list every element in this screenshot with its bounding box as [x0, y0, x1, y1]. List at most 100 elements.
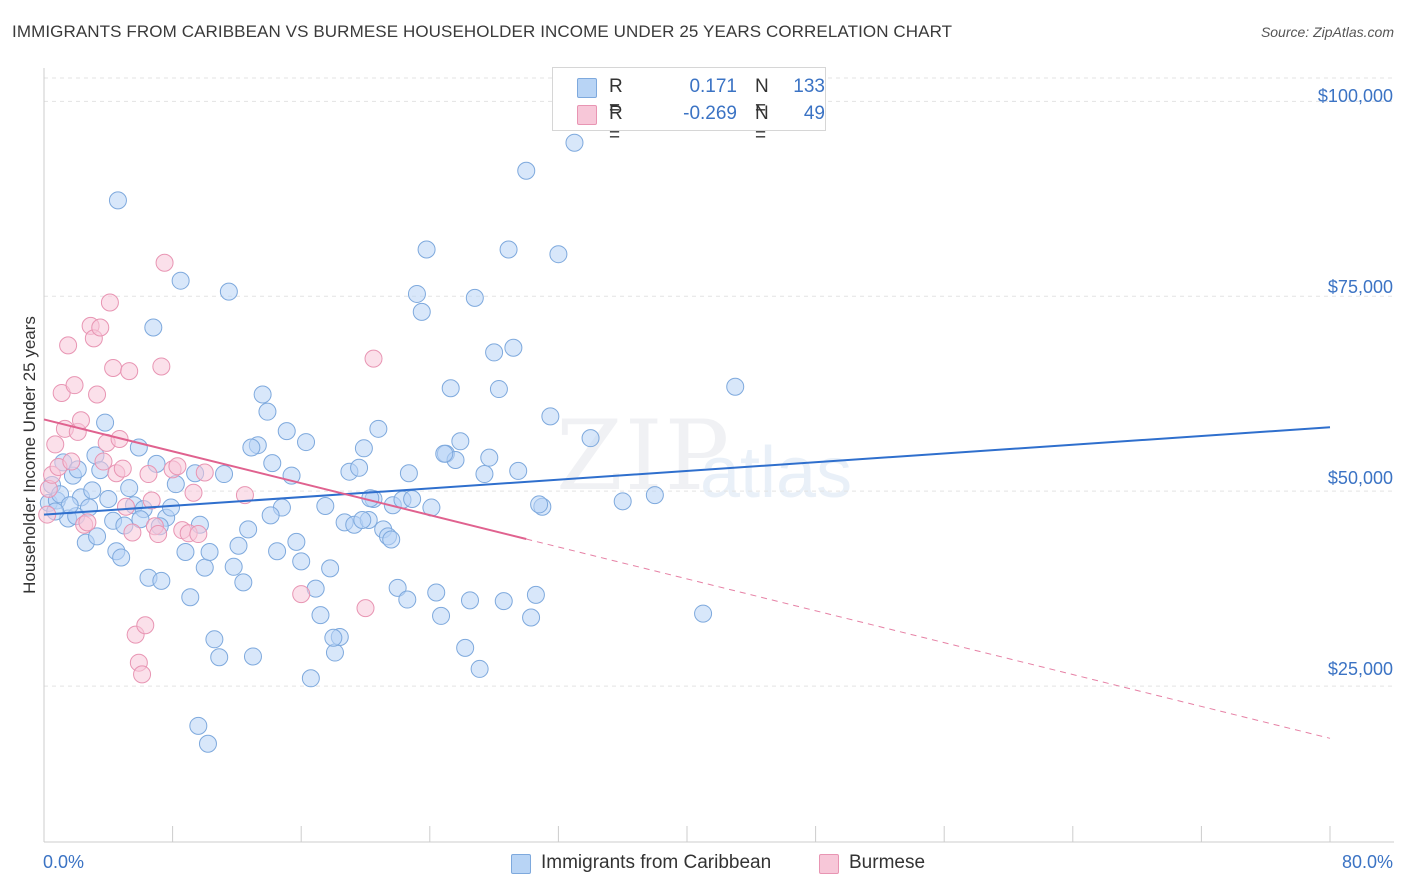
point-caribbean-113	[726, 377, 745, 396]
legend-swatch-caribbean	[577, 78, 597, 98]
point-caribbean-31	[171, 271, 190, 290]
point-caribbean-79	[403, 489, 422, 508]
point-caribbean-69	[354, 439, 373, 458]
point-caribbean-30	[166, 475, 185, 494]
point-caribbean-131	[530, 495, 549, 514]
point-caribbean-63	[325, 643, 344, 662]
point-burmese-48	[364, 349, 383, 368]
point-burmese-32	[139, 465, 158, 484]
point-burmese-8	[62, 452, 81, 471]
correlation-legend: R = 0.171 N = 133 R = -0.269 N = 49	[552, 67, 826, 146]
point-caribbean-39	[210, 648, 229, 667]
trendline-burmese	[43, 418, 527, 541]
point-caribbean-112	[694, 604, 713, 623]
point-caribbean-90	[456, 638, 475, 657]
point-caribbean-60	[311, 606, 330, 625]
point-caribbean-20	[120, 479, 139, 498]
point-caribbean-82	[417, 240, 436, 259]
point-caribbean-122	[131, 510, 150, 529]
bottom-legend-swatch-burmese	[819, 854, 839, 874]
point-caribbean-101	[509, 461, 528, 480]
point-caribbean-108	[565, 133, 584, 152]
point-caribbean-98	[494, 592, 513, 611]
bottom-legend-label-burmese: Burmese	[849, 852, 926, 873]
point-caribbean-128	[435, 444, 454, 463]
point-burmese-18	[94, 452, 113, 471]
point-caribbean-42	[224, 557, 243, 576]
y-tick-label-50000: $50,000	[1327, 468, 1393, 488]
legend-n-label: N =	[755, 103, 769, 146]
point-burmese-13	[78, 513, 97, 532]
point-caribbean-15	[99, 489, 118, 508]
point-caribbean-50	[263, 454, 282, 473]
point-caribbean-55	[287, 532, 306, 551]
point-burmese-35	[149, 525, 168, 544]
point-caribbean-114	[108, 191, 127, 210]
point-caribbean-118	[261, 506, 280, 525]
legend-r-label: R =	[609, 103, 623, 146]
point-burmese-21	[104, 359, 123, 378]
point-caribbean-48	[253, 385, 272, 404]
point-burmese-44	[195, 463, 214, 482]
point-burmese-43	[189, 525, 208, 544]
x-axis-min-label: 0.0%	[43, 852, 85, 872]
point-burmese-16	[88, 385, 107, 404]
point-caribbean-80	[407, 284, 426, 303]
point-burmese-45	[235, 486, 254, 505]
legend-n-label: N =	[755, 76, 769, 119]
bottom-legend-label-caribbean: Immigrants from Caribbean	[541, 852, 772, 873]
point-burmese-20	[100, 293, 119, 312]
watermark-atlas: atlas	[700, 433, 853, 513]
legend-r-label: R =	[609, 76, 623, 119]
point-caribbean-51	[268, 542, 287, 561]
point-caribbean-46	[243, 647, 262, 666]
point-caribbean-120	[382, 530, 401, 549]
point-caribbean-96	[485, 343, 504, 362]
point-caribbean-37	[200, 542, 219, 561]
point-caribbean-92	[465, 288, 484, 307]
point-caribbean-72	[369, 419, 388, 438]
point-caribbean-76	[388, 578, 407, 597]
point-caribbean-119	[324, 628, 343, 647]
point-caribbean-58	[301, 669, 320, 688]
point-caribbean-99	[499, 240, 518, 259]
point-burmese-46	[292, 585, 311, 604]
point-burmese-7	[59, 336, 78, 355]
point-caribbean-110	[613, 492, 632, 511]
point-burmese-3	[46, 435, 65, 454]
point-caribbean-40	[215, 465, 234, 484]
point-caribbean-124	[88, 527, 107, 546]
point-caribbean-49	[258, 402, 277, 421]
source-credit: Source: ZipAtlas.com	[1260, 24, 1394, 40]
point-burmese-26	[120, 362, 139, 381]
point-burmese-17	[91, 318, 110, 337]
point-caribbean-129	[353, 511, 372, 530]
point-caribbean-81	[412, 302, 431, 321]
point-caribbean-91	[460, 591, 479, 610]
point-caribbean-29	[161, 498, 180, 517]
point-caribbean-56	[292, 552, 311, 571]
point-caribbean-78	[398, 590, 417, 609]
point-caribbean-93	[470, 659, 489, 678]
point-caribbean-103	[522, 608, 541, 627]
point-caribbean-25	[144, 318, 163, 337]
point-caribbean-38	[205, 630, 224, 649]
chart-title: IMMIGRANTS FROM CARIBBEAN VS BURMESE HOU…	[12, 22, 953, 41]
point-caribbean-104	[526, 585, 545, 604]
point-caribbean-106	[541, 407, 560, 426]
y-axis-label: Householder Income Under 25 years	[20, 316, 39, 594]
point-caribbean-117	[242, 438, 261, 457]
point-burmese-42	[184, 483, 203, 502]
point-burmese-30	[133, 665, 152, 684]
legend-swatch-burmese	[577, 105, 597, 125]
point-caribbean-18	[112, 548, 131, 567]
point-burmese-47	[356, 599, 375, 618]
y-tick-label-100000: $100,000	[1317, 86, 1393, 106]
point-caribbean-41	[219, 282, 238, 301]
point-caribbean-111	[645, 486, 664, 505]
watermark-zip: ZIP	[556, 400, 732, 512]
point-caribbean-68	[350, 458, 369, 477]
point-caribbean-130	[399, 464, 418, 483]
point-caribbean-89	[451, 432, 470, 451]
